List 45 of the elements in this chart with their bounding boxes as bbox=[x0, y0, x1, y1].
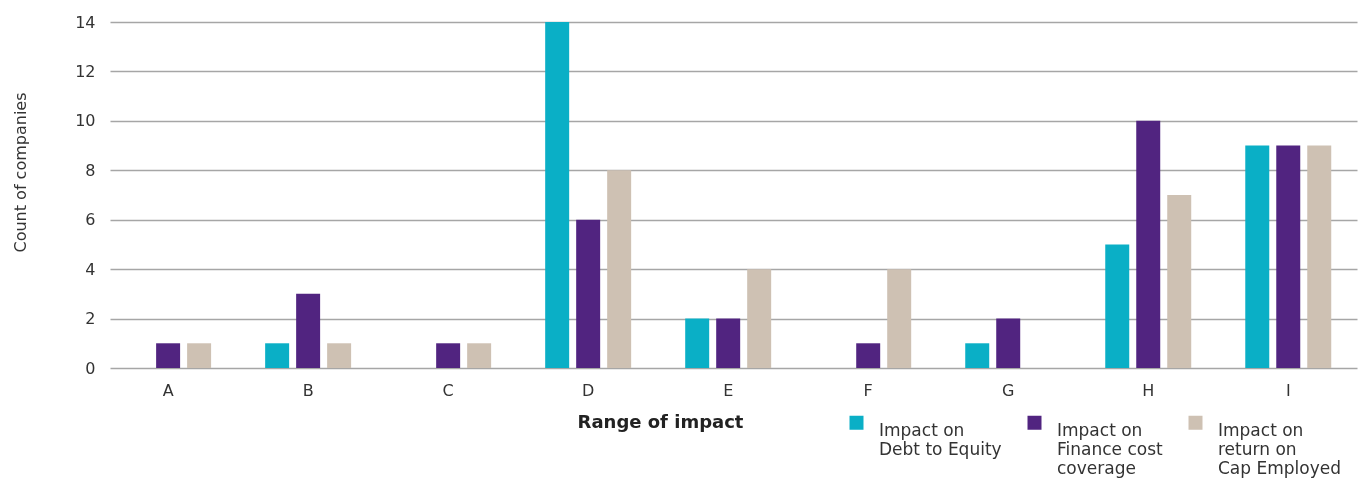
bar bbox=[965, 343, 990, 368]
bar bbox=[1245, 145, 1270, 368]
y-tick-label: 14 bbox=[75, 12, 96, 32]
bar bbox=[156, 343, 181, 368]
bar bbox=[296, 293, 321, 368]
bar bbox=[576, 219, 601, 368]
x-tick-label: B bbox=[302, 380, 314, 400]
bar bbox=[1136, 120, 1161, 368]
y-tick-label: 8 bbox=[85, 160, 96, 180]
bar bbox=[187, 343, 212, 368]
y-axis-title: Count of companies bbox=[10, 92, 30, 253]
x-tick-label: H bbox=[1142, 380, 1155, 400]
bar bbox=[856, 343, 881, 368]
x-tick-label: F bbox=[863, 380, 873, 400]
bar bbox=[1276, 145, 1301, 368]
bar bbox=[716, 318, 741, 368]
y-tick-label: 6 bbox=[85, 210, 96, 230]
y-tick-label: 10 bbox=[75, 111, 96, 131]
bar bbox=[467, 343, 492, 368]
y-tick-label: 12 bbox=[75, 61, 96, 81]
bar bbox=[327, 343, 352, 368]
x-tick-label: C bbox=[442, 380, 454, 400]
legend-label: Impact on Debt to Equity bbox=[879, 419, 1002, 459]
bar bbox=[887, 269, 912, 368]
bar bbox=[747, 269, 772, 368]
bar bbox=[545, 22, 570, 368]
bar bbox=[607, 170, 632, 368]
bar bbox=[436, 343, 461, 368]
bar bbox=[1105, 244, 1130, 368]
y-tick-label: 4 bbox=[85, 259, 96, 279]
x-tick-label: G bbox=[1002, 380, 1015, 400]
x-tick-label: D bbox=[582, 380, 595, 400]
bar bbox=[685, 318, 710, 368]
x-tick-label: I bbox=[1285, 380, 1291, 400]
x-tick-label: E bbox=[723, 380, 734, 400]
legend-label: Impact on Finance cost coverage bbox=[1057, 419, 1164, 478]
y-tick-label: 0 bbox=[85, 358, 96, 378]
bar bbox=[1307, 145, 1332, 368]
bar bbox=[1167, 195, 1192, 368]
x-tick-label: A bbox=[162, 380, 174, 400]
bar bbox=[996, 318, 1021, 368]
x-axis-title: Range of impact bbox=[577, 410, 744, 432]
bar bbox=[265, 343, 290, 368]
legend-label: Impact on return on Cap Employed bbox=[1218, 419, 1342, 478]
y-tick-label: 2 bbox=[85, 309, 96, 329]
